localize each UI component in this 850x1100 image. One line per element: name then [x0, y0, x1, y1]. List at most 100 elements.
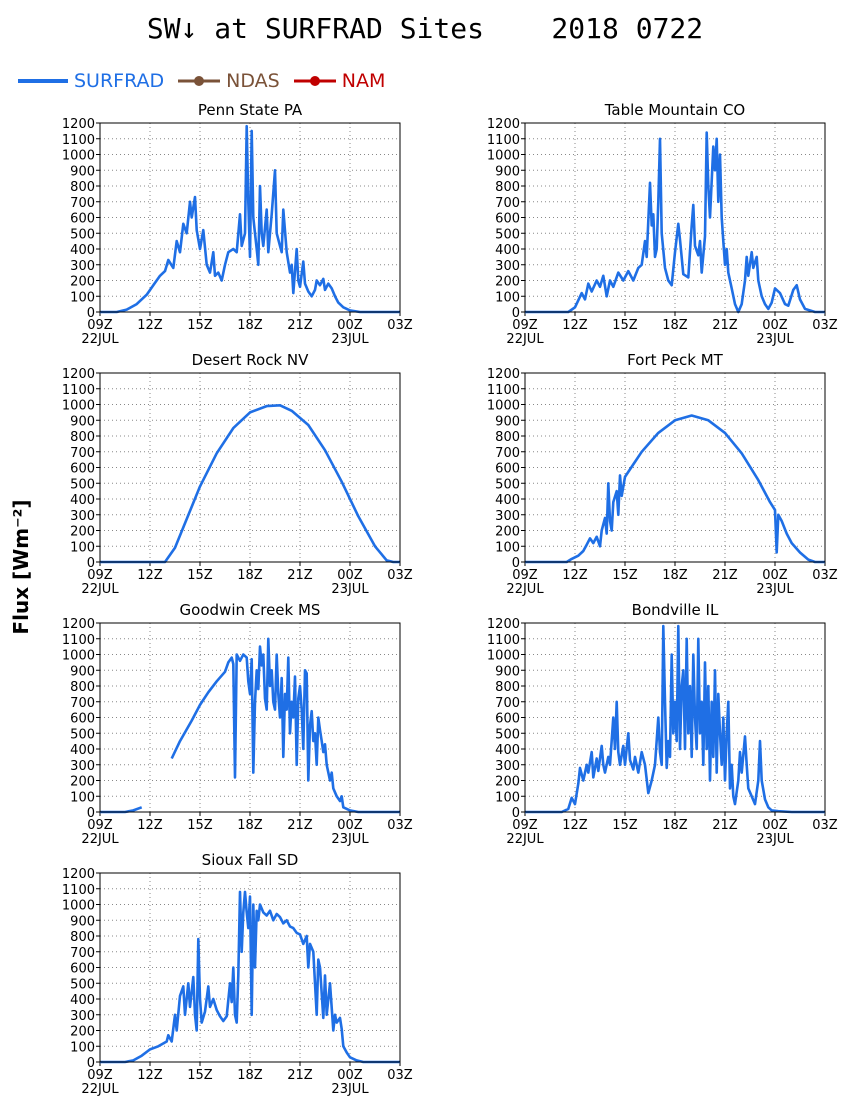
y-tick-label: 1000 [487, 399, 520, 414]
y-tick-label: 1100 [487, 633, 520, 648]
x-tick-label: 09Z [512, 318, 538, 333]
y-tick-label: 1200 [487, 117, 520, 132]
x-tick-label: 00Z [337, 818, 363, 833]
y-tick-label: 400 [495, 243, 520, 258]
x-tick-label: 21Z [712, 818, 738, 833]
plot-frame [99, 372, 401, 563]
x-tick-label: 03Z [387, 568, 413, 583]
y-tick-label: 200 [70, 775, 95, 790]
x-tick-label: 18Z [662, 568, 688, 583]
y-tick-label: 1200 [62, 367, 95, 382]
y-tick-label: 300 [70, 1009, 95, 1024]
y-tick-label: 1000 [487, 649, 520, 664]
x-date-label: 23JUL [331, 582, 369, 597]
y-tick-label: 900 [495, 164, 520, 179]
y-tick-label: 600 [70, 712, 95, 727]
series-line-surfrad [525, 414, 825, 564]
x-tick-label: 15Z [612, 818, 638, 833]
y-tick-label: 1200 [62, 617, 95, 632]
y-tick-label: 400 [70, 243, 95, 258]
y-tick-label: 400 [495, 493, 520, 508]
series-line-surfrad [100, 890, 400, 1064]
x-tick-label: 21Z [712, 568, 738, 583]
y-tick-label: 1200 [62, 117, 95, 132]
x-tick-label: 00Z [762, 568, 788, 583]
y-tick-label: 200 [70, 525, 95, 540]
plot-frame [99, 872, 401, 1063]
x-tick-label: 12Z [137, 318, 163, 333]
x-tick-label: 15Z [187, 1068, 213, 1083]
panel-title: Table Mountain CO [604, 101, 746, 119]
x-tick-label: 03Z [387, 1068, 413, 1083]
x-date-label: 22JUL [506, 332, 544, 347]
x-date-label: 22JUL [81, 582, 119, 597]
series-line-surfrad [525, 624, 825, 814]
x-tick-label: 21Z [287, 568, 313, 583]
y-tick-label: 1100 [487, 133, 520, 148]
plot-frame [524, 372, 826, 563]
y-tick-label: 400 [70, 743, 95, 758]
legend-line-surfrad [18, 79, 68, 83]
x-date-label: 22JUL [81, 1082, 119, 1097]
y-tick-label: 600 [70, 212, 95, 227]
y-tick-label: 1100 [62, 383, 95, 398]
x-tick-label: 00Z [337, 1068, 363, 1083]
x-tick-label: 21Z [287, 318, 313, 333]
y-tick-label: 500 [70, 727, 95, 742]
panel-title: Penn State PA [198, 101, 303, 119]
series-line-surfrad [100, 806, 143, 814]
x-tick-label: 03Z [387, 318, 413, 333]
y-tick-label: 200 [495, 525, 520, 540]
y-tick-label: 700 [70, 696, 95, 711]
y-tick-label: 1200 [62, 867, 95, 882]
x-date-label: 22JUL [81, 832, 119, 847]
x-tick-label: 21Z [287, 818, 313, 833]
x-tick-label: 00Z [337, 318, 363, 333]
x-tick-label: 03Z [812, 318, 838, 333]
y-tick-label: 800 [70, 180, 95, 195]
y-tick-label: 0 [87, 806, 95, 821]
x-tick-label: 03Z [387, 818, 413, 833]
x-tick-label: 09Z [87, 818, 113, 833]
panel-goodwin-creek-ms: Goodwin Creek MS 010020030040050060070080… [62, 601, 413, 847]
y-tick-label: 700 [495, 696, 520, 711]
x-tick-label: 18Z [237, 568, 263, 583]
plot-frame [99, 622, 401, 813]
y-tick-label: 300 [495, 509, 520, 524]
y-tick-label: 1100 [62, 633, 95, 648]
y-tick-label: 600 [495, 462, 520, 477]
x-tick-label: 09Z [87, 1068, 113, 1083]
panel-title: Desert Rock NV [192, 351, 309, 369]
panel-desert-rock-nv: Desert Rock NV 01002003004005006007008009… [62, 351, 413, 597]
panel-bondville-il: Bondville IL 0100200300400500600700800900… [487, 601, 838, 847]
x-tick-label: 18Z [237, 318, 263, 333]
y-tick-label: 1100 [62, 883, 95, 898]
y-tick-label: 900 [70, 164, 95, 179]
x-tick-label: 18Z [237, 818, 263, 833]
x-tick-label: 15Z [612, 318, 638, 333]
legend: SURFRAD NDAS NAM [18, 68, 399, 94]
y-tick-label: 500 [495, 227, 520, 242]
y-tick-label: 1000 [62, 149, 95, 164]
y-tick-label: 500 [495, 477, 520, 492]
y-tick-label: 300 [495, 759, 520, 774]
y-tick-label: 200 [495, 775, 520, 790]
x-tick-label: 00Z [762, 318, 788, 333]
legend-item-nam: NAM [293, 70, 385, 92]
y-tick-label: 1200 [487, 617, 520, 632]
x-tick-label: 21Z [712, 318, 738, 333]
y-tick-label: 900 [70, 914, 95, 929]
series-line-surfrad [170, 637, 400, 814]
x-tick-label: 12Z [562, 318, 588, 333]
x-tick-label: 09Z [512, 818, 538, 833]
x-tick-label: 15Z [187, 568, 213, 583]
y-tick-label: 1000 [62, 649, 95, 664]
x-tick-label: 09Z [512, 568, 538, 583]
y-tick-label: 100 [495, 790, 520, 805]
y-tick-label: 200 [70, 1025, 95, 1040]
y-tick-label: 700 [495, 446, 520, 461]
y-tick-label: 900 [70, 664, 95, 679]
y-tick-label: 100 [70, 540, 95, 555]
series-line-surfrad [525, 131, 825, 314]
